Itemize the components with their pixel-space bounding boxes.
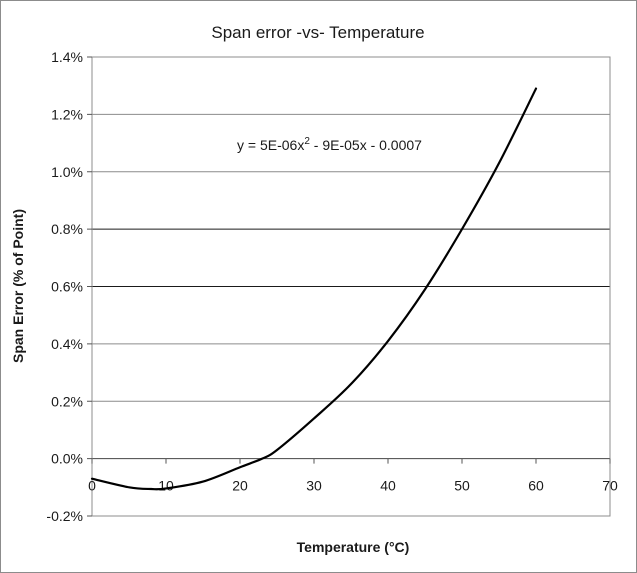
data-point: [128, 486, 130, 488]
y-axis-ticks: -0.2% 0.0% 0.2% 0.4% 0.6% 0.8% 1.0% 1.2% 1.4%: [46, 49, 92, 524]
data-point: [535, 88, 537, 90]
trendline-equation: y = 5E-06x2 - 9E-05x - 0.0007: [237, 136, 422, 153]
data-point: [498, 162, 500, 164]
x-tick-label: 70: [602, 478, 618, 494]
data-point: [239, 466, 241, 468]
data-point: [461, 228, 463, 230]
equation-superscript: 2: [304, 136, 310, 147]
data-point: [91, 478, 93, 480]
y-tick-label: 0.0%: [51, 451, 83, 467]
y-tick-label: 1.4%: [51, 49, 83, 65]
data-point: [350, 383, 352, 385]
equation-prefix: y = 5E-06x: [237, 137, 304, 153]
data-point: [202, 481, 204, 483]
equation-suffix: - 9E-05x - 0.0007: [310, 137, 422, 153]
data-point: [276, 449, 278, 451]
x-tick-label: 0: [88, 478, 96, 494]
x-tick-label: 60: [528, 478, 544, 494]
x-tick-label: 10: [158, 478, 174, 494]
x-tick-label: 20: [232, 478, 248, 494]
y-tick-label: 0.8%: [51, 221, 83, 237]
y-tick-label: 0.2%: [51, 393, 83, 409]
data-point: [313, 417, 315, 419]
x-tick-label: 30: [306, 478, 322, 494]
chart-title: Span error -vs- Temperature: [211, 23, 424, 42]
y-tick-label: 0.6%: [51, 279, 83, 295]
y-tick-label: 1.2%: [51, 106, 83, 122]
y-axis-label: Span Error (% of Point): [10, 209, 26, 363]
data-point: [261, 458, 263, 460]
data-point: [150, 488, 152, 490]
series-line-span-error: [90, 87, 538, 491]
gridlines: [92, 56, 610, 517]
x-tick-label: 40: [380, 478, 396, 494]
y-tick-label: 0.4%: [51, 336, 83, 352]
data-point: [424, 288, 426, 290]
x-axis-ticks: 0 10 20 30 40 50 60 70: [88, 458, 618, 494]
y-tick-label: -0.2%: [46, 508, 83, 524]
x-tick-label: 50: [454, 478, 470, 494]
data-point: [387, 340, 389, 342]
y-tick-label: 1.0%: [51, 164, 83, 180]
x-axis-label: Temperature (°C): [297, 539, 410, 555]
data-point: [165, 487, 167, 489]
